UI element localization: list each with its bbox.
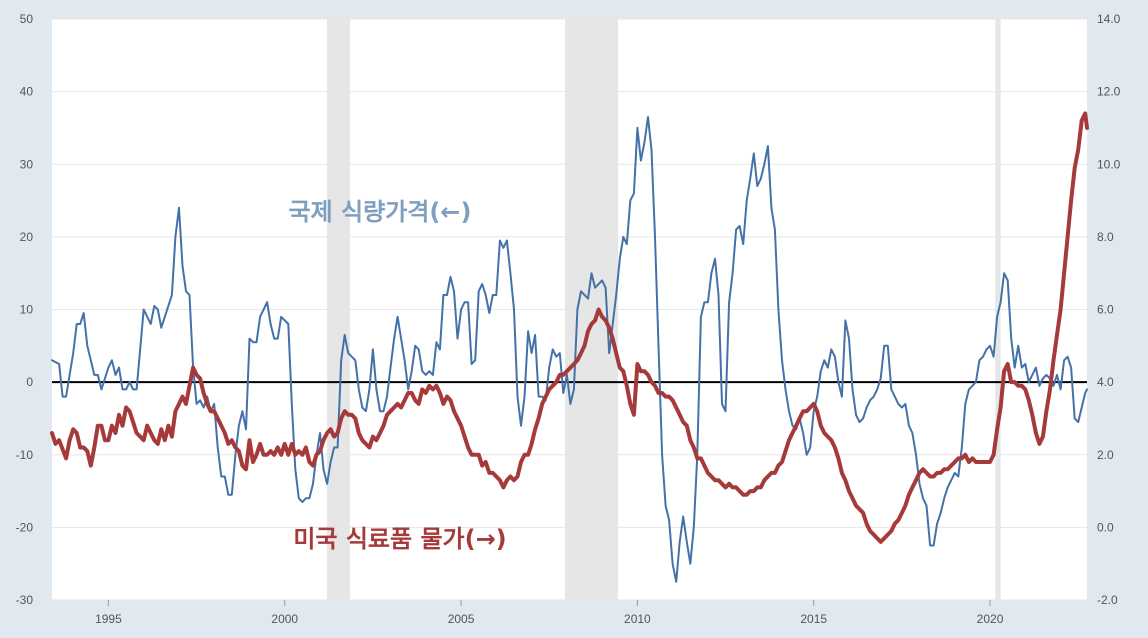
- right-tick-label: 0.0: [1097, 520, 1114, 534]
- right-tick-label: -2.0: [1097, 593, 1118, 607]
- left-tick-label: 10: [20, 303, 34, 317]
- x-tick-label: 2020: [977, 612, 1004, 626]
- x-tick-label: 2005: [448, 612, 475, 626]
- x-axis-ticks: 1995 2000 2005 2010 2015 2020: [95, 600, 1004, 626]
- right-tick-label: 8.0: [1097, 230, 1114, 244]
- x-tick-label: 2010: [624, 612, 651, 626]
- us-food-price-line: [50, 111, 1089, 544]
- right-tick-label: 6.0: [1097, 303, 1114, 317]
- left-tick-label: 30: [20, 157, 34, 171]
- gridlines: [52, 18, 1087, 601]
- right-tick-label: 12.0: [1097, 85, 1121, 99]
- x-tick-label: 2015: [800, 612, 827, 626]
- x-tick-label: 2000: [271, 612, 298, 626]
- series-lines: [50, 111, 1089, 583]
- intl-food-price-line: [51, 116, 1088, 583]
- right-tick-label: 2.0: [1097, 448, 1114, 462]
- intl-series-label: 국제 식량가격(←): [289, 198, 472, 226]
- us-series-label: 미국 식료품 물가(→): [293, 525, 506, 553]
- left-tick-label: 20: [20, 230, 34, 244]
- right-tick-label: 4.0: [1097, 375, 1114, 389]
- x-tick-label: 1995: [95, 612, 122, 626]
- left-tick-label: 50: [20, 12, 34, 26]
- left-tick-label: 0: [26, 375, 33, 389]
- left-tick-label: -10: [16, 448, 34, 462]
- left-tick-label: -30: [16, 593, 34, 607]
- left-axis-ticks: 50 40 30 20 10 0 -10 -20 -30: [16, 12, 34, 607]
- right-axis-ticks: 14.0 12.0 10.0 8.0 6.0 4.0 2.0 0.0 -2.0: [1097, 12, 1121, 607]
- left-tick-label: 40: [20, 85, 34, 99]
- left-tick-label: -20: [16, 520, 34, 534]
- right-tick-label: 14.0: [1097, 12, 1121, 26]
- right-tick-label: 10.0: [1097, 157, 1121, 171]
